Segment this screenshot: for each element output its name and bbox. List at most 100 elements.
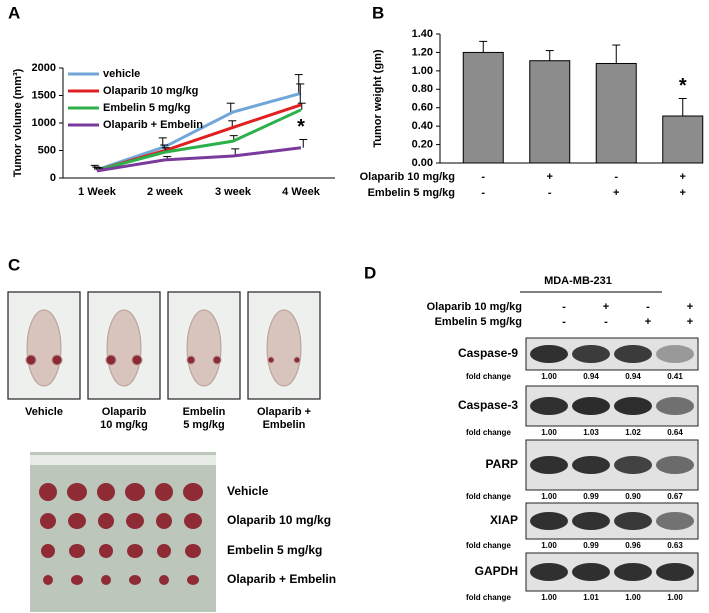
x-tick-label: 3 week — [215, 186, 252, 198]
treatment-label: Olaparib 10 mg/kg — [360, 171, 455, 183]
y-tick-label: 0.60 — [412, 102, 433, 114]
treatment-sign: + — [645, 316, 651, 328]
tumor-row-label: Vehicle — [227, 484, 269, 498]
error-bar — [299, 139, 308, 148]
fold-label: fold change — [466, 372, 511, 381]
series-line — [96, 91, 302, 172]
mouse-bodies — [25, 309, 302, 387]
mouse-label: Embelin — [263, 419, 306, 431]
mouse-label: 5 mg/kg — [183, 419, 225, 431]
tumor — [71, 575, 83, 585]
tumor — [40, 513, 56, 529]
fold-value: 0.96 — [625, 541, 641, 550]
tumor — [41, 544, 55, 558]
tumor — [125, 483, 145, 501]
tumor — [126, 513, 144, 529]
tumor — [187, 575, 199, 585]
mouse-label: 10 mg/kg — [100, 419, 148, 431]
error-bar — [678, 98, 687, 117]
y-tick-label: 0.20 — [412, 138, 433, 150]
blot-band — [530, 563, 568, 581]
panel-letter: D — [364, 263, 376, 282]
fold-label: fold change — [466, 541, 511, 550]
x-tick-label: 4 Week — [282, 186, 321, 198]
y-tick-label: 1.20 — [412, 46, 433, 58]
blot-band — [656, 563, 694, 581]
tumor — [183, 483, 203, 501]
treatment-sign: + — [687, 316, 693, 328]
y-tick-label: 0 — [50, 172, 56, 184]
treatment-sign: - — [614, 171, 618, 183]
blot-band — [530, 512, 568, 530]
tumor — [97, 483, 115, 501]
treatment-sign: + — [613, 187, 619, 199]
annotation: * — [679, 75, 687, 97]
legend-label: Embelin 5 mg/kg — [103, 102, 190, 114]
protein-label: PARP — [486, 457, 518, 471]
treatment-sign: + — [680, 187, 686, 199]
fold-label: fold change — [466, 492, 511, 501]
treatment-sign: - — [481, 187, 485, 199]
blot-band — [614, 345, 652, 363]
treatment-sign: - — [646, 301, 650, 313]
series-line — [96, 146, 302, 173]
y-tick-label: 0.40 — [412, 120, 433, 132]
fold-value: 1.00 — [541, 541, 557, 550]
blot-band — [530, 397, 568, 415]
cell-line: MDA-MB-231 — [544, 275, 612, 287]
tumors — [39, 483, 203, 585]
fold-value: 0.64 — [667, 428, 683, 437]
fold-label: fold change — [466, 428, 511, 437]
tumor — [157, 544, 171, 558]
tumor-row-label: Embelin 5 mg/kg — [227, 543, 322, 557]
tumor-row-label: Olaparib + Embelin — [227, 572, 336, 586]
fold-value: 1.00 — [541, 372, 557, 381]
treatment-sign: - — [562, 316, 566, 328]
blot-band — [530, 456, 568, 474]
protein-label: GAPDH — [475, 564, 518, 578]
tumor — [159, 575, 169, 585]
error-bar — [297, 102, 306, 110]
series-line — [96, 108, 302, 172]
y-tick-label: 1.40 — [412, 28, 433, 40]
fold-value: 0.94 — [625, 372, 641, 381]
tumor — [68, 513, 86, 529]
treatment-label: Embelin 5 mg/kg — [368, 187, 455, 199]
fold-value: 1.00 — [541, 593, 557, 602]
y-axis-label: Tumor volume (mm³) — [12, 68, 24, 177]
fold-value: 1.00 — [625, 593, 641, 602]
ruler — [30, 455, 216, 465]
fold-value: 0.99 — [583, 492, 599, 501]
tumor — [185, 544, 201, 558]
fold-value: 1.02 — [625, 428, 641, 437]
treatment-sign: + — [547, 171, 553, 183]
blot-band — [614, 456, 652, 474]
x-tick-label: 1 Week — [78, 186, 117, 198]
error-bar — [479, 40, 488, 53]
fold-value: 0.63 — [667, 541, 683, 550]
tumor — [69, 544, 85, 558]
y-tick-label: 500 — [38, 144, 56, 156]
blot-band — [530, 345, 568, 363]
blot-band — [656, 397, 694, 415]
blot-band — [572, 563, 610, 581]
treatment-sign: - — [548, 187, 552, 199]
mouse-label: Vehicle — [25, 406, 63, 418]
blot-band — [572, 512, 610, 530]
blot-band — [614, 563, 652, 581]
y-tick-label: 0.00 — [412, 157, 433, 169]
treatment-label: Olaparib 10 mg/kg — [427, 301, 522, 313]
error-bar — [612, 44, 621, 64]
mouse-label: Olaparib + — [257, 406, 311, 418]
blot-band — [572, 456, 610, 474]
fold-value: 1.00 — [541, 428, 557, 437]
y-tick-label: 2000 — [32, 62, 56, 74]
bar — [595, 62, 637, 164]
mouse-label: Olaparib — [102, 406, 147, 418]
legend-label: vehicle — [103, 68, 140, 80]
panel-letter: B — [372, 3, 384, 22]
legend-label: Olaparib + Embelin — [103, 119, 203, 131]
fold-value: 1.00 — [667, 593, 683, 602]
y-tick-label: 1500 — [32, 89, 56, 101]
treatment-sign: - — [562, 301, 566, 313]
